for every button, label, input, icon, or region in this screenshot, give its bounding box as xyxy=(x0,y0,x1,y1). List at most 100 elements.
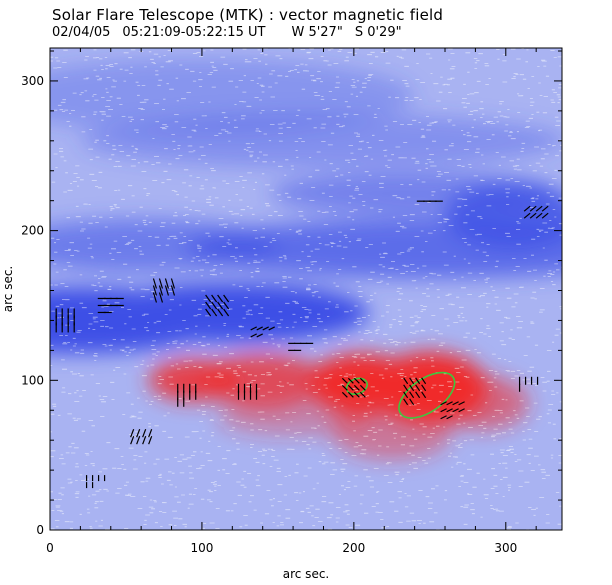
field-vector xyxy=(217,308,224,317)
field-vector xyxy=(529,212,537,219)
y-axis-label: arc sec. xyxy=(1,266,15,312)
x-tick-label: 0 xyxy=(46,541,54,555)
y-tick-label: 200 xyxy=(21,224,44,238)
field-vector xyxy=(152,285,158,296)
observation-date: 02/04/05 xyxy=(52,25,111,40)
field-vector xyxy=(347,391,354,398)
field-vector xyxy=(359,377,366,384)
field-vector xyxy=(341,391,348,398)
field-vector xyxy=(205,308,212,317)
field-vector xyxy=(148,435,153,445)
negative-polarity-region xyxy=(95,283,370,343)
field-vector xyxy=(440,401,447,406)
polarity-regions xyxy=(50,58,562,460)
field-vector xyxy=(256,333,263,338)
field-vector xyxy=(409,384,415,392)
field-vector xyxy=(452,408,459,413)
field-vector xyxy=(440,415,447,420)
field-vector xyxy=(347,377,354,384)
field-vector xyxy=(262,326,269,331)
field-vector xyxy=(268,326,275,331)
field-vector xyxy=(403,384,409,392)
field-vector xyxy=(158,285,164,296)
field-vector xyxy=(353,377,360,384)
field-vector xyxy=(440,408,447,413)
field-vector xyxy=(148,428,153,438)
field-vector xyxy=(421,391,427,399)
field-vector xyxy=(446,415,453,420)
negative-polarity-region xyxy=(50,218,278,273)
field-vector xyxy=(256,326,263,331)
field-vector xyxy=(458,408,465,413)
field-vector xyxy=(446,401,453,406)
x-tick-label: 300 xyxy=(494,541,517,555)
field-vector xyxy=(205,294,212,303)
coord-west: W 5'27" xyxy=(291,25,343,40)
y-tick-label: 0 xyxy=(36,523,44,537)
positive-polarity-region xyxy=(201,353,324,408)
coord-south: S 0'29" xyxy=(354,25,402,40)
negative-polarity-region xyxy=(445,182,562,249)
field-vector xyxy=(250,326,257,331)
field-vector xyxy=(211,301,218,310)
field-vector xyxy=(452,401,459,406)
vector-field xyxy=(55,200,549,489)
positive-polarity-region xyxy=(217,399,370,436)
field-vector xyxy=(152,278,158,289)
field-vector xyxy=(211,294,218,303)
field-vector xyxy=(223,294,230,303)
field-vector xyxy=(415,384,421,392)
field-vector xyxy=(415,391,421,399)
contour-ellipse xyxy=(398,371,456,419)
plot-frame xyxy=(49,47,563,531)
field-vector xyxy=(541,212,549,219)
y-tick-label: 300 xyxy=(21,74,44,88)
field-vector xyxy=(403,391,409,399)
field-vector xyxy=(409,377,415,385)
x-tick-label: 200 xyxy=(342,541,365,555)
field-vector xyxy=(421,384,427,392)
field-vector xyxy=(446,408,453,413)
field-vector xyxy=(409,398,415,406)
field-vector xyxy=(415,377,421,385)
field-vector xyxy=(353,384,360,391)
speckle-noise xyxy=(50,48,562,530)
field-vector xyxy=(130,428,135,438)
x-tick-label: 100 xyxy=(190,541,213,555)
field-vector xyxy=(158,278,164,289)
observation-info: 02/04/05 05:21:09-05:22:15 UT W 5'27" S 0'2… xyxy=(52,25,414,40)
field-vector xyxy=(523,205,531,212)
field-vector xyxy=(523,212,531,219)
field-vector xyxy=(142,435,147,445)
field-vector xyxy=(136,435,141,445)
field-vector xyxy=(142,428,147,438)
field-vector xyxy=(158,292,164,303)
field-vector xyxy=(535,212,543,219)
field-vector xyxy=(217,301,224,310)
field-vector xyxy=(421,377,427,385)
field-vector xyxy=(535,205,543,212)
field-vector xyxy=(458,401,465,406)
field-vector xyxy=(205,301,212,310)
field-vector xyxy=(223,301,230,310)
field-vector xyxy=(217,294,224,303)
field-vector xyxy=(223,308,230,317)
field-vector xyxy=(164,278,170,289)
field-vector xyxy=(341,384,348,391)
axis-ticks: 0 100 200 300 0 100 200 300 xyxy=(21,48,562,555)
field-vector xyxy=(341,377,348,384)
field-vector xyxy=(130,435,135,445)
field-vector xyxy=(541,205,549,212)
field-vector xyxy=(152,292,158,303)
field-vector xyxy=(164,285,170,296)
field-vector xyxy=(170,285,176,296)
field-vector xyxy=(347,384,354,391)
image-title: Solar Flare Telescope (MTK) : vector mag… xyxy=(52,6,444,24)
negative-polarity-region xyxy=(50,58,415,134)
field-vector xyxy=(403,398,409,406)
field-vector xyxy=(359,391,366,398)
x-axis-label: arc sec. xyxy=(283,567,329,581)
observation-time: 05:21:09-05:22:15 UT xyxy=(122,25,266,40)
magnetogram-image xyxy=(50,48,562,530)
